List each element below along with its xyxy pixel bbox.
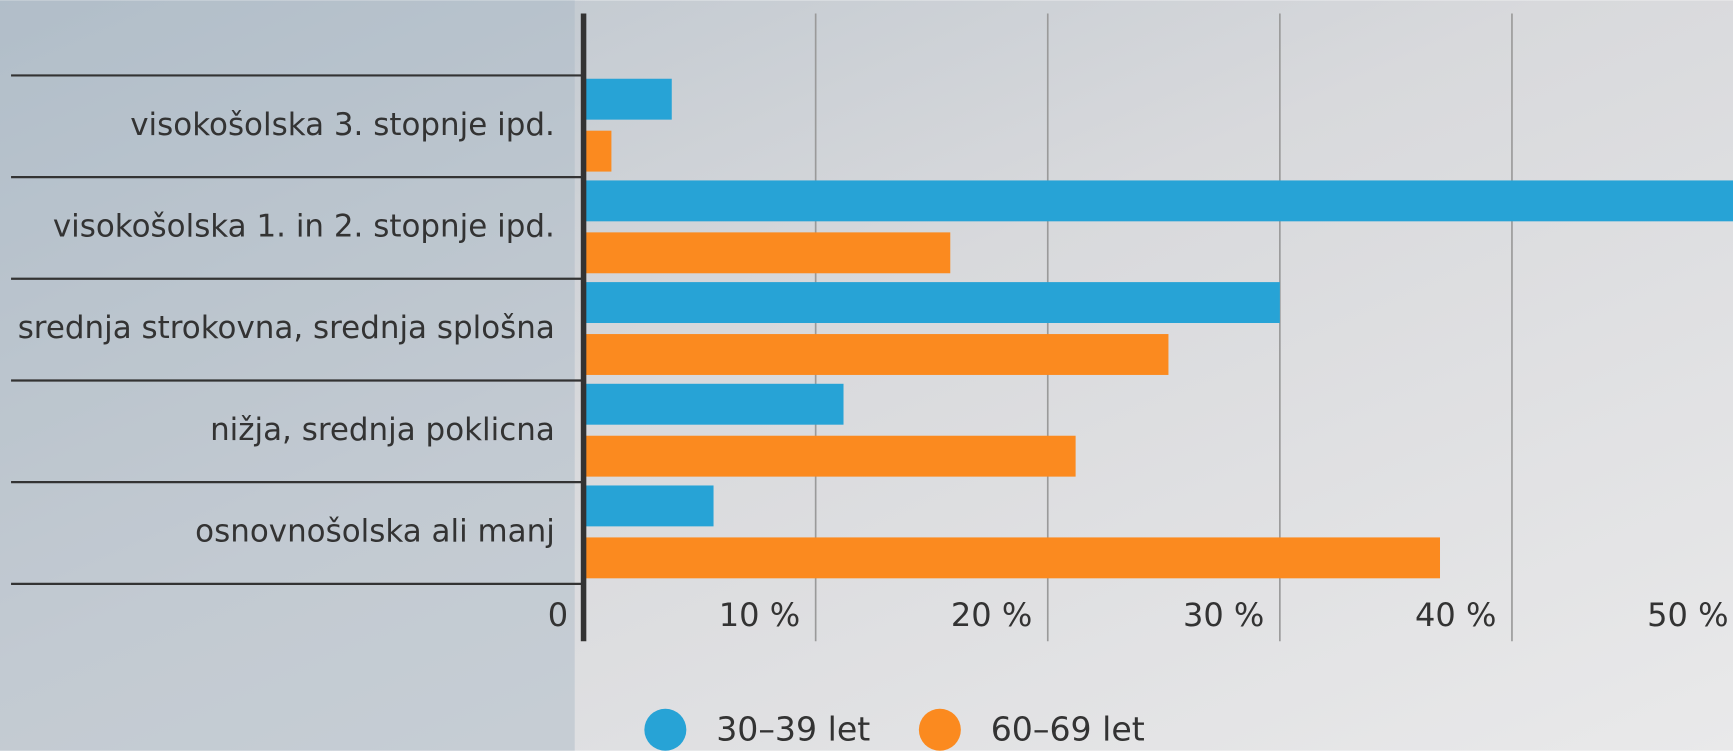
bar	[584, 384, 844, 425]
x-tick-label: 0	[548, 596, 568, 634]
bar	[584, 232, 951, 273]
x-tick-label: 10 %	[719, 596, 800, 634]
legend-label: 60–69 let	[991, 709, 1145, 748]
bar	[584, 334, 1169, 375]
legend-marker	[644, 709, 686, 751]
category-label: osnovnošolska ali manj	[195, 513, 555, 549]
legend-marker	[919, 709, 961, 751]
chart: 0 10 % 20 % 30 % 40 % 50 % visokošolska 3. sto…	[0, 0, 1733, 751]
legend-label: 30–39 let	[716, 709, 870, 748]
bar	[584, 537, 1440, 578]
bar	[584, 436, 1076, 477]
x-tick-label: 30 %	[1183, 596, 1264, 634]
category-label: srednja strokovna, srednja splošna	[18, 310, 555, 346]
bar	[584, 282, 1280, 323]
bar	[584, 485, 714, 526]
x-tick-label: 40 %	[1415, 596, 1496, 634]
bar	[584, 79, 672, 120]
category-label: visokošolska 3. stopnje ipd.	[130, 107, 555, 143]
category-label: nižja, srednja poklicna	[210, 412, 555, 448]
bar	[584, 180, 1733, 221]
category-label: visokošolska 1. in 2. stopnje ipd.	[53, 208, 555, 244]
x-tick-label: 20 %	[951, 596, 1032, 634]
bar	[584, 131, 612, 172]
x-tick-label: 50 %	[1647, 596, 1728, 634]
